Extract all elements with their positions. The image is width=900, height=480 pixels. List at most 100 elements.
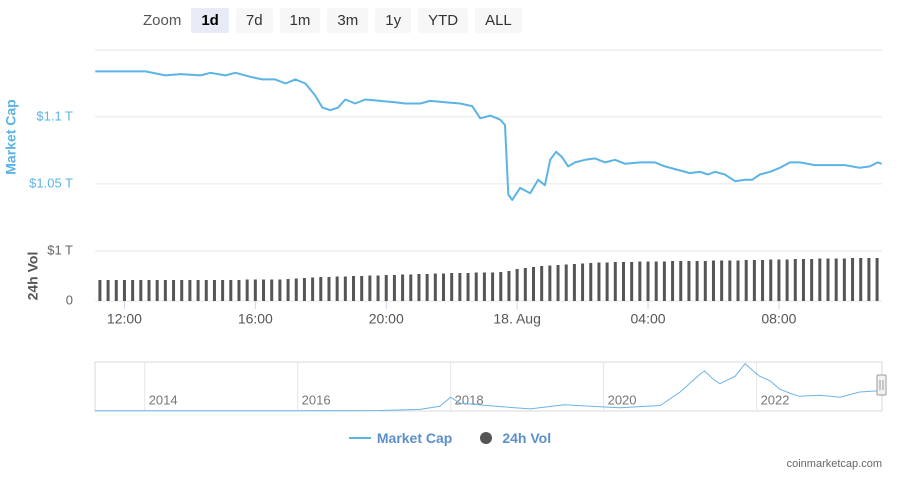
volume-bar bbox=[376, 275, 380, 301]
zoom-button[interactable]: 7d bbox=[235, 8, 273, 33]
volume-bar bbox=[417, 274, 421, 301]
legend-label: Market Cap bbox=[376, 430, 453, 446]
volume-bar bbox=[515, 269, 519, 301]
volume-bar bbox=[597, 262, 601, 301]
volume-bar bbox=[425, 274, 429, 301]
market-cap-line bbox=[95, 70, 883, 201]
volume-bar bbox=[131, 280, 135, 301]
volume-bar bbox=[638, 261, 642, 301]
legend-label: 24h Vol bbox=[502, 430, 552, 446]
volume-bar bbox=[294, 278, 298, 301]
volume-bar bbox=[270, 279, 274, 301]
volume-bar bbox=[204, 280, 208, 301]
volume-bar bbox=[319, 277, 323, 301]
volume-bar bbox=[736, 260, 740, 301]
y-tick-label: $1.05 T bbox=[29, 175, 73, 190]
zoom-button[interactable]: 1d bbox=[191, 8, 229, 33]
y-axis-title: 24h Vol bbox=[25, 252, 41, 301]
x-tick-label: 2022 bbox=[761, 392, 790, 407]
volume-bar bbox=[262, 279, 266, 301]
x-tick-label: 2016 bbox=[302, 392, 331, 407]
volume-bar bbox=[654, 261, 658, 301]
volume-bar bbox=[834, 258, 838, 301]
y-tick-label: $1.1 T bbox=[36, 108, 73, 123]
volume-bar bbox=[212, 280, 216, 301]
volume-bar bbox=[785, 259, 789, 301]
volume-bar bbox=[589, 263, 593, 301]
legend-item[interactable]: Market Cap bbox=[348, 430, 453, 446]
volume-bar bbox=[114, 280, 118, 301]
volume-bar bbox=[180, 280, 184, 301]
volume-bar bbox=[302, 278, 306, 301]
navigator-handle[interactable] bbox=[876, 374, 887, 396]
zoom-button[interactable]: YTD bbox=[418, 8, 469, 33]
volume-bar bbox=[801, 259, 805, 301]
volume-bar bbox=[98, 280, 102, 301]
volume-bar bbox=[752, 260, 756, 301]
volume-bar bbox=[793, 259, 797, 301]
volume-bar bbox=[188, 280, 192, 301]
volume-bar bbox=[442, 273, 446, 301]
volume-bar bbox=[450, 273, 454, 301]
x-tick-label: 04:00 bbox=[631, 311, 666, 327]
volume-bar bbox=[581, 263, 585, 301]
volume-bar bbox=[245, 279, 249, 301]
volume-bar bbox=[761, 260, 765, 301]
x-tick-label: 08:00 bbox=[761, 311, 796, 327]
volume-bar bbox=[253, 279, 257, 301]
volume-bar bbox=[278, 279, 282, 301]
volume-bar bbox=[392, 275, 396, 301]
volume-bar bbox=[687, 261, 691, 301]
volume-bar bbox=[826, 258, 830, 301]
zoom-label: Zoom bbox=[143, 12, 182, 29]
volume-bar bbox=[229, 280, 233, 301]
volume-bar bbox=[548, 265, 552, 301]
volume-bar bbox=[172, 280, 176, 301]
volume-bar bbox=[867, 258, 871, 301]
volume-bar bbox=[458, 273, 462, 301]
volume-bar bbox=[613, 262, 617, 301]
volume-bar bbox=[531, 267, 535, 301]
volume-bar bbox=[221, 280, 225, 301]
legend-item[interactable]: 24h Vol bbox=[480, 430, 551, 446]
volume-bar bbox=[466, 273, 470, 301]
volume-bar bbox=[851, 258, 855, 301]
volume-bar bbox=[360, 276, 364, 301]
volume-bar bbox=[237, 280, 241, 301]
volume-bar bbox=[777, 259, 781, 301]
zoom-button[interactable]: 3m bbox=[327, 8, 369, 33]
volume-bar bbox=[671, 261, 675, 301]
zoom-button[interactable]: 1m bbox=[279, 8, 321, 33]
y-axis-title: Market Cap bbox=[3, 99, 19, 174]
volume-bar bbox=[327, 277, 331, 301]
volume-bar bbox=[474, 272, 478, 301]
volume-bar bbox=[482, 272, 486, 301]
x-tick-label: 2014 bbox=[149, 392, 178, 407]
volume-bar bbox=[630, 262, 634, 301]
volume-bar bbox=[147, 280, 151, 301]
y-tick-label: 0 bbox=[66, 292, 73, 307]
volume-bar bbox=[163, 280, 167, 301]
volume-bar bbox=[703, 261, 707, 301]
legend-dot bbox=[480, 432, 493, 444]
volume-bar bbox=[335, 276, 339, 301]
volume-bar bbox=[384, 275, 388, 301]
volume-bar bbox=[523, 268, 527, 301]
volume-bar bbox=[368, 275, 372, 301]
x-tick-label: 18. Aug bbox=[493, 311, 541, 327]
x-tick-label: 20:00 bbox=[369, 311, 404, 327]
volume-bar bbox=[507, 271, 511, 301]
zoom-button[interactable]: 1y bbox=[375, 8, 412, 33]
volume-bar bbox=[711, 260, 715, 301]
x-tick-label: 16:00 bbox=[238, 311, 273, 327]
volume-bar bbox=[155, 280, 159, 301]
volume-bar bbox=[286, 279, 290, 301]
volume-bar bbox=[499, 272, 503, 301]
navigator-line bbox=[95, 362, 877, 412]
zoom-button[interactable]: ALL bbox=[475, 8, 522, 33]
volume-bar bbox=[679, 261, 683, 301]
volume-bar bbox=[352, 276, 356, 301]
volume-bar bbox=[621, 262, 625, 301]
volume-bar bbox=[556, 265, 560, 301]
